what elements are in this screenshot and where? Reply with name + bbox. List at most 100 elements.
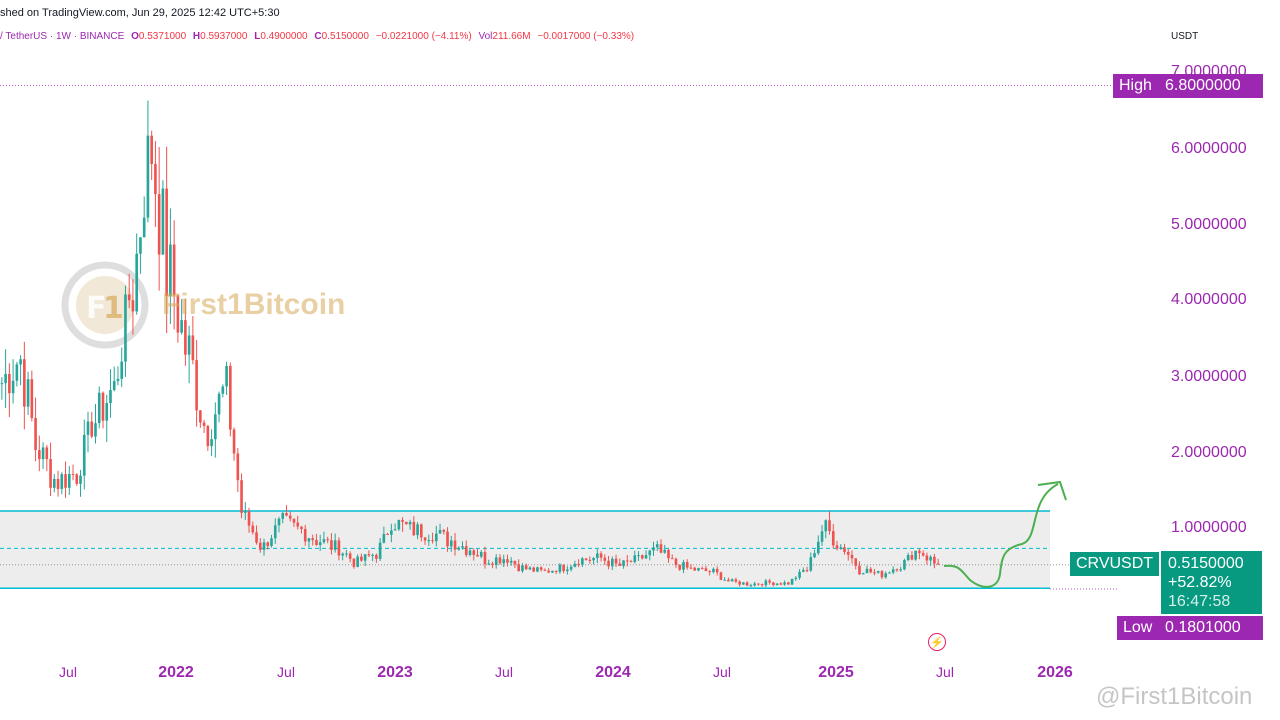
- candle-body: [386, 533, 389, 535]
- candle: [464, 540, 468, 558]
- candle-body: [603, 557, 607, 561]
- candle-body: [745, 582, 749, 586]
- candle: [109, 369, 112, 418]
- candle: [258, 538, 262, 553]
- candle: [371, 553, 374, 562]
- candle-body: [888, 572, 891, 574]
- candle-body: [551, 570, 554, 573]
- candle: [629, 559, 633, 563]
- candle: [23, 341, 26, 430]
- candle-body: [288, 515, 292, 519]
- candle-body: [326, 539, 329, 541]
- candle-body: [139, 237, 142, 254]
- candle: [442, 528, 446, 535]
- candle-body: [176, 295, 180, 333]
- candle-body: [723, 579, 726, 581]
- candle-body: [539, 567, 543, 570]
- candle-body: [127, 294, 131, 301]
- candle: [704, 565, 708, 572]
- candle-body: [315, 539, 318, 546]
- candle-body: [779, 583, 783, 585]
- candle-body: [101, 392, 105, 421]
- candle-body: [214, 414, 217, 440]
- published-caption: shed on TradingView.com, Jun 29, 2025 12…: [0, 7, 280, 19]
- candle-body: [528, 567, 532, 570]
- candle: [547, 568, 550, 574]
- candle: [307, 538, 311, 548]
- candle: [348, 551, 352, 563]
- y-tick-label: 4.0000000: [1171, 291, 1247, 308]
- brand-watermark: First1Bitcoin: [162, 288, 346, 321]
- candle-body: [258, 542, 262, 550]
- candle-body: [442, 530, 446, 532]
- candle-body: [23, 359, 26, 407]
- candle-body: [783, 582, 786, 585]
- candle-body: [554, 570, 558, 572]
- candle-body: [431, 540, 434, 542]
- candle: [169, 208, 172, 324]
- candle-body: [685, 562, 689, 568]
- candle: [378, 537, 382, 562]
- candle-body: [382, 533, 386, 543]
- candle: [569, 564, 573, 572]
- candle: [318, 534, 322, 551]
- candle-body: [330, 540, 333, 550]
- candle: [199, 410, 202, 428]
- candle-body: [816, 541, 820, 554]
- candle-body: [191, 335, 195, 361]
- candle: [828, 511, 831, 535]
- candle: [655, 540, 659, 552]
- candle-body: [933, 556, 936, 564]
- candle-body: [768, 580, 771, 583]
- candle-body: [56, 478, 60, 489]
- candle-body: [839, 547, 843, 549]
- candle: [438, 523, 442, 534]
- candle: [910, 551, 914, 561]
- candle-body: [97, 392, 101, 424]
- candle: [506, 554, 509, 567]
- lightning-icon[interactable]: ⚡: [928, 633, 946, 651]
- candle-body: [494, 557, 498, 566]
- candle-body: [105, 403, 109, 421]
- candle-body: [749, 585, 753, 587]
- candle-body: [753, 583, 756, 586]
- candle: [405, 521, 408, 525]
- candle: [0, 377, 4, 400]
- candle: [416, 522, 419, 540]
- candle: [386, 532, 389, 535]
- candle: [457, 546, 461, 551]
- candle-body: [700, 568, 704, 570]
- candles: [0, 100, 940, 588]
- candle-body: [34, 417, 37, 451]
- candle: [536, 566, 539, 573]
- candle: [210, 429, 213, 457]
- candle: [689, 564, 693, 570]
- candle: [809, 552, 813, 573]
- candle-body: [184, 320, 187, 355]
- candle-body: [285, 513, 288, 516]
- candle-body: [843, 547, 846, 552]
- candle-body: [828, 520, 831, 532]
- candle: [15, 361, 19, 387]
- candle: [142, 196, 146, 238]
- candle-body: [801, 570, 805, 572]
- candle-body: [764, 580, 768, 586]
- ticker-badge: CRVUSDT: [1070, 552, 1159, 576]
- symbol-label[interactable]: / TetherUS · 1W · BINANCE: [0, 31, 125, 42]
- candle-body: [663, 549, 667, 553]
- candle-body: [82, 434, 86, 476]
- candle-body: [682, 562, 685, 570]
- candle-body: [562, 564, 565, 572]
- candle: [479, 549, 483, 559]
- candle: [191, 316, 195, 365]
- candle-body: [787, 582, 790, 585]
- candle-body: [210, 439, 213, 447]
- high-key: H: [192, 31, 201, 42]
- candle-body: [824, 520, 828, 532]
- candle-body: [292, 518, 296, 523]
- candle: [120, 347, 124, 388]
- candle-body: [697, 568, 700, 571]
- candle: [839, 544, 843, 550]
- candle: [472, 548, 476, 561]
- candle: [640, 554, 644, 560]
